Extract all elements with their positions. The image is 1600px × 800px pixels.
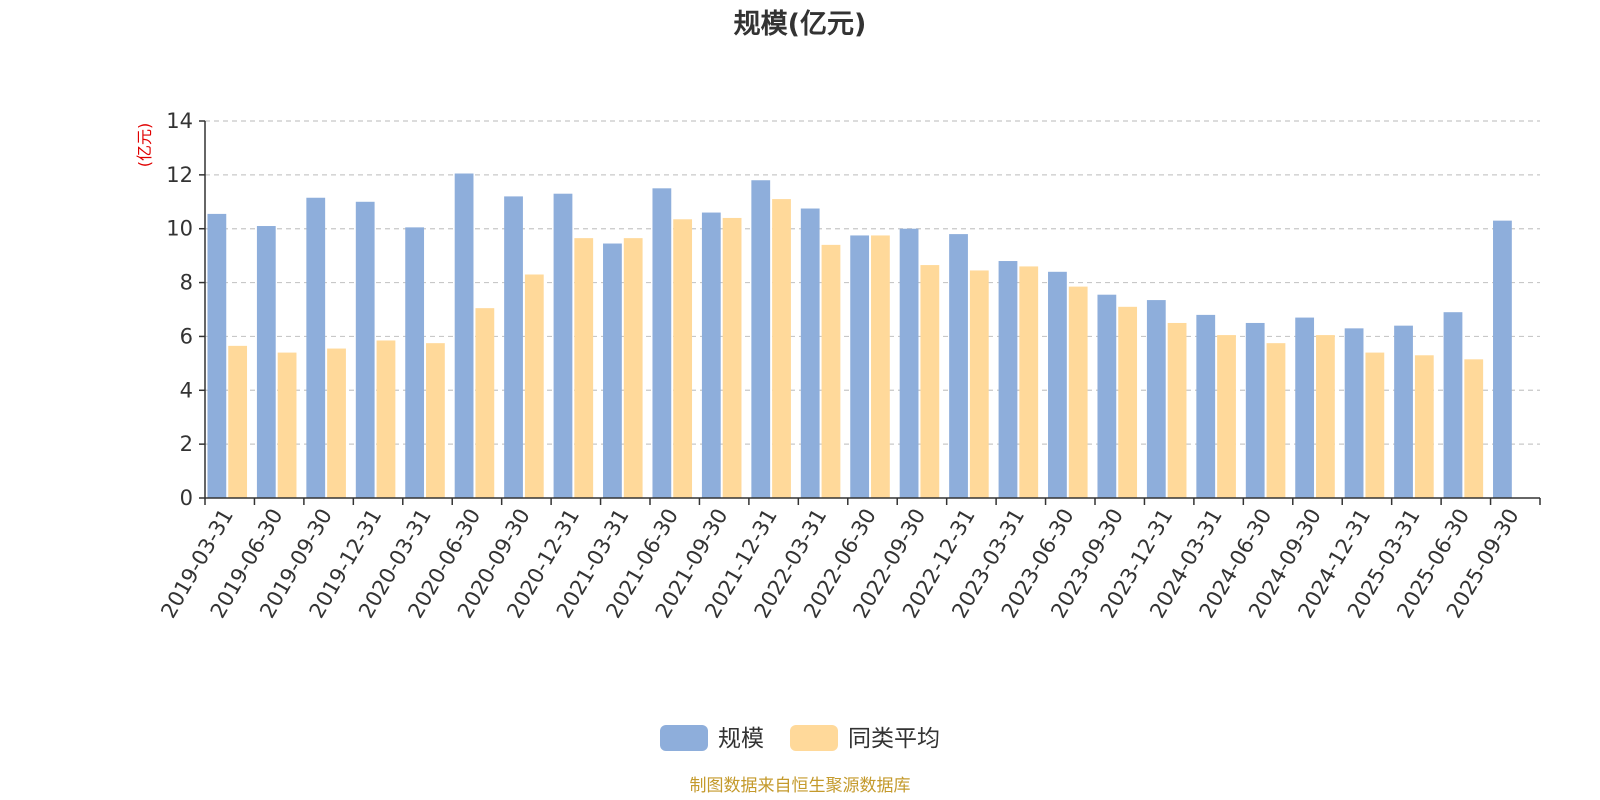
bar-scale	[1097, 294, 1117, 498]
bar-scale	[603, 243, 622, 498]
bar-scale	[998, 261, 1018, 498]
bar-scale	[355, 201, 375, 499]
chart-title: 规模(亿元)	[734, 9, 867, 40]
bar-scale	[306, 197, 326, 498]
bar-peer-average	[524, 274, 544, 498]
bar-peer-average	[1118, 306, 1138, 498]
bar-scale	[504, 196, 523, 498]
x-axis-ticks: 2019-03-312019-06-302019-09-302019-12-31…	[156, 505, 1523, 623]
bar-scale	[1394, 325, 1413, 498]
y-tick-label: 14	[166, 109, 193, 133]
bar-scale	[751, 180, 771, 498]
bar-peer-average	[871, 235, 890, 499]
bar-scale	[405, 227, 425, 498]
bar-peer-average	[1464, 359, 1484, 498]
y-tick-label: 4	[180, 378, 193, 402]
y-axis-ticks: 0 2 4 6 8 10 12 14	[166, 109, 193, 510]
bar-peer-average	[574, 238, 594, 498]
bar-peer-average	[772, 199, 791, 499]
bar-peer-average	[969, 270, 989, 498]
bar-scale	[899, 228, 919, 498]
y-tick-label: 10	[166, 217, 193, 241]
bar-scale	[1295, 317, 1315, 498]
bar-peer-average	[1167, 322, 1187, 498]
bar-scale	[652, 188, 672, 499]
bar-peer-average	[1019, 266, 1039, 498]
bar-scale	[1146, 300, 1166, 498]
y-tick-label: 12	[166, 163, 193, 187]
bar-scale	[949, 234, 968, 498]
bar-peer-average	[426, 343, 445, 498]
bar-peer-average	[1217, 335, 1236, 498]
bar-peer-average	[920, 265, 940, 498]
data-source-note: 制图数据来自恒生聚源数据库	[690, 776, 911, 796]
y-tick-label: 8	[180, 271, 193, 295]
bar-peer-average	[821, 244, 841, 498]
bar-scale	[850, 235, 870, 499]
legend-swatch-scale	[660, 725, 708, 751]
y-tick-label: 6	[180, 324, 193, 348]
bar-scale	[553, 193, 573, 498]
axes	[199, 120, 1541, 505]
bar-peer-average	[277, 352, 297, 498]
bar-scale	[1493, 220, 1512, 498]
bar-scale	[1344, 328, 1364, 498]
legend-label-scale: 规模	[718, 726, 764, 752]
y-axis-unit-label: (亿元)	[135, 123, 154, 168]
legend-label-peer-average: 同类平均	[848, 726, 940, 752]
bar-peer-average	[228, 345, 248, 498]
bar-peer-average	[673, 219, 693, 498]
bar-peer-average	[1316, 335, 1335, 498]
bar-scale	[701, 212, 721, 499]
bar-peer-average	[327, 348, 346, 498]
bar-peer-average	[376, 340, 396, 498]
bars	[207, 173, 1512, 499]
y-tick-label: 2	[180, 432, 193, 456]
bar-peer-average	[722, 217, 742, 498]
bar-scale	[1443, 312, 1463, 498]
bar-peer-average	[623, 238, 643, 498]
bar-scale	[207, 213, 227, 498]
bar-scale	[454, 173, 474, 498]
bar-peer-average	[1266, 343, 1286, 498]
legend-swatch-peer-average	[790, 725, 838, 751]
legend: 规模 同类平均	[660, 725, 940, 752]
bar-peer-average	[1414, 355, 1434, 498]
bar-scale	[1048, 271, 1067, 498]
bar-peer-average	[1068, 286, 1088, 498]
y-tick-label: 0	[180, 486, 193, 510]
bar-scale	[256, 226, 276, 498]
bar-scale	[1245, 322, 1265, 498]
bar-scale	[800, 208, 820, 498]
bar-scale	[1196, 314, 1216, 498]
bar-peer-average	[475, 308, 495, 498]
bar-peer-average	[1365, 352, 1385, 498]
